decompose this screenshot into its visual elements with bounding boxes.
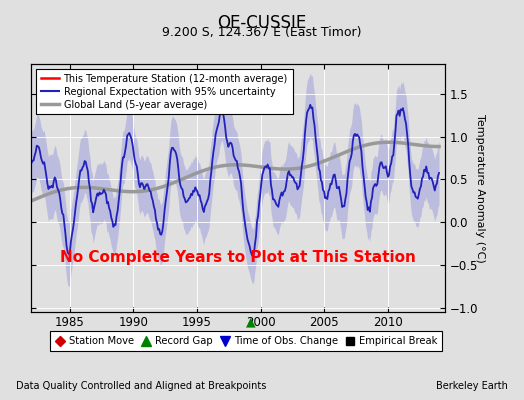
Text: 9.200 S, 124.367 E (East Timor): 9.200 S, 124.367 E (East Timor) xyxy=(162,26,362,39)
Text: Data Quality Controlled and Aligned at Breakpoints: Data Quality Controlled and Aligned at B… xyxy=(16,381,266,391)
Legend: This Temperature Station (12-month average), Regional Expectation with 95% uncer: This Temperature Station (12-month avera… xyxy=(36,69,292,114)
Legend: Station Move, Record Gap, Time of Obs. Change, Empirical Break: Station Move, Record Gap, Time of Obs. C… xyxy=(50,331,442,351)
Y-axis label: Temperature Anomaly (°C): Temperature Anomaly (°C) xyxy=(475,114,485,262)
Text: No Complete Years to Plot at This Station: No Complete Years to Plot at This Statio… xyxy=(60,250,417,265)
Text: Berkeley Earth: Berkeley Earth xyxy=(436,381,508,391)
Text: ▲: ▲ xyxy=(246,316,255,328)
Text: OE-CUSSIE: OE-CUSSIE xyxy=(217,14,307,32)
